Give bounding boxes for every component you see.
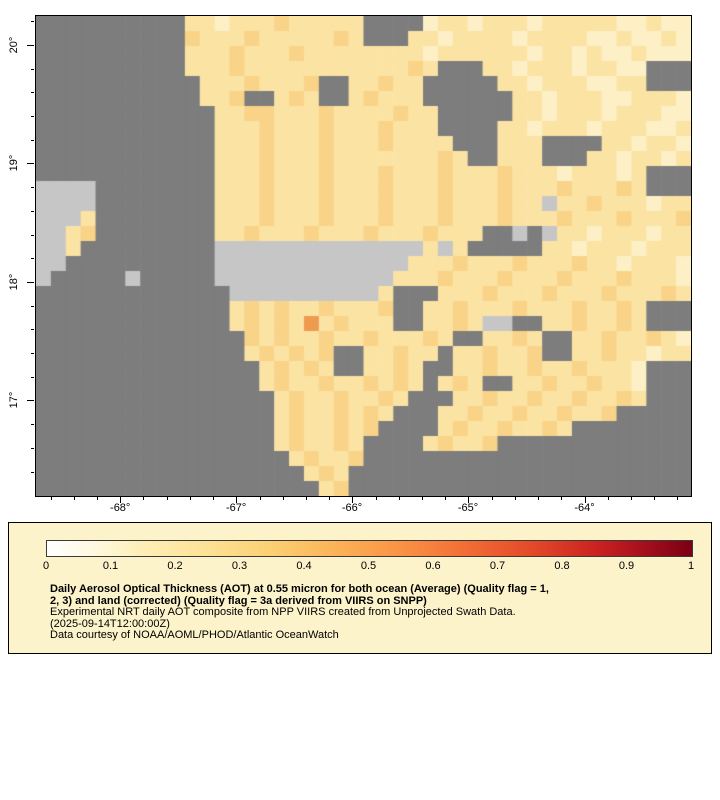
x-axis-tick xyxy=(329,497,331,500)
y-axis-tick xyxy=(31,471,34,473)
y-axis-tick xyxy=(31,92,34,94)
x-axis-label: -68° xyxy=(110,502,131,514)
colorbar-tick-label: 0.5 xyxy=(360,560,377,572)
colorbar-tick-label: 0.3 xyxy=(231,560,248,572)
y-axis-tick xyxy=(31,258,34,260)
y-axis-tick xyxy=(27,44,34,46)
x-axis-tick xyxy=(375,497,377,500)
y-axis-tick xyxy=(31,115,34,117)
y-axis-label: 19° xyxy=(8,154,20,172)
y-axis-label: 18° xyxy=(8,273,20,291)
colorbar-tick-label: 1 xyxy=(687,560,695,572)
y-axis-tick xyxy=(31,353,34,354)
y-axis-labels: 20° 19° 18° 17° xyxy=(0,15,30,495)
y-axis-tick xyxy=(31,234,34,236)
legend-timestamp: (2025-09-14T12:00:00Z) xyxy=(50,617,170,630)
y-axis-tick xyxy=(31,210,34,212)
x-axis-label: -67° xyxy=(225,502,247,514)
map-plot: -68° -67° -66° -65° -64° 20° 19° 18° 17° xyxy=(0,15,692,518)
x-axis-tick xyxy=(654,497,656,500)
x-axis-tick xyxy=(189,497,191,500)
x-axis-tick xyxy=(213,497,214,500)
x-axis-tick xyxy=(166,497,168,500)
colorbar-tick-label: 0 xyxy=(42,560,50,572)
x-axis-tick xyxy=(561,497,563,500)
y-axis-tick xyxy=(27,400,34,402)
colorbar-tick-label: 0.7 xyxy=(489,560,506,572)
x-axis-label: -65° xyxy=(457,502,479,514)
x-axis-tick xyxy=(143,497,145,500)
x-axis-tick xyxy=(514,497,516,500)
x-axis-ticks xyxy=(35,497,690,505)
x-axis-tick xyxy=(236,497,238,503)
legend-title-line-2: 2, 3) and land (corrected) (Quality flag… xyxy=(50,594,427,607)
x-axis-tick xyxy=(282,497,284,500)
y-axis-tick xyxy=(31,305,34,307)
colorbar-tick-label: 0.6 xyxy=(425,560,441,572)
x-axis-tick xyxy=(96,497,98,500)
x-axis-tick xyxy=(352,497,354,503)
y-axis-ticks xyxy=(26,15,34,495)
colorbar-tick-label: 0.4 xyxy=(296,560,312,572)
y-axis-tick xyxy=(31,329,34,331)
legend-text-block: Daily Aerosol Optical Thickness (AOT) at… xyxy=(50,583,549,642)
x-axis-tick xyxy=(305,497,307,500)
colorbar-tick-label: 0.8 xyxy=(554,560,570,572)
y-axis-tick xyxy=(31,447,34,449)
x-axis-tick xyxy=(607,497,609,500)
legend-credit: Data courtesy of NOAA/AOML/PHOD/Atlantic… xyxy=(50,629,339,641)
aot-map-canvas xyxy=(35,15,692,497)
y-axis-tick xyxy=(31,21,34,22)
legend-title-line-1: Daily Aerosol Optical Thickness (AOT) at… xyxy=(50,583,549,595)
x-axis-tick xyxy=(398,497,400,500)
x-axis-tick xyxy=(259,497,261,500)
legend-box: 0 0.1 0.2 0.3 0.4 0.5 0.6 0.7 0.8 0.9 1 Daily Aero… xyxy=(8,522,712,654)
x-axis-tick xyxy=(468,497,470,503)
y-axis-tick xyxy=(31,424,34,426)
y-axis-tick xyxy=(31,68,34,70)
x-axis-labels: -68° -67° -66° -65° -64° xyxy=(35,502,690,518)
x-axis-label: -64° xyxy=(574,502,595,514)
colorbar-tick-labels: 0 0.1 0.2 0.3 0.4 0.5 0.6 0.7 0.8 0.9 1 xyxy=(42,560,695,573)
colorbar-tick-label: 0.1 xyxy=(102,560,119,572)
x-axis-tick xyxy=(73,497,75,500)
x-axis-tick xyxy=(584,497,586,503)
x-axis-tick xyxy=(50,497,52,500)
y-axis-label: 17° xyxy=(8,392,20,409)
x-axis-tick xyxy=(677,497,679,500)
x-axis-tick xyxy=(445,497,447,500)
y-axis-label: 20° xyxy=(8,36,20,54)
x-axis-tick xyxy=(422,497,423,500)
y-axis-tick xyxy=(27,281,34,283)
legend-description: Experimental NRT daily AOT composite fro… xyxy=(50,606,516,618)
y-axis-tick xyxy=(31,376,34,378)
y-axis-tick xyxy=(27,163,34,165)
x-axis-tick xyxy=(631,497,632,500)
colorbar-tick-label: 0.9 xyxy=(618,560,635,572)
x-axis-tick xyxy=(538,497,540,500)
x-axis-label: -66° xyxy=(341,502,363,514)
y-axis-tick xyxy=(31,139,34,141)
y-axis-tick xyxy=(31,187,34,188)
x-axis-tick xyxy=(120,497,122,503)
colorbar-gradient xyxy=(46,540,693,557)
x-axis-tick xyxy=(491,497,493,500)
colorbar-tick-label: 0.2 xyxy=(167,560,183,572)
